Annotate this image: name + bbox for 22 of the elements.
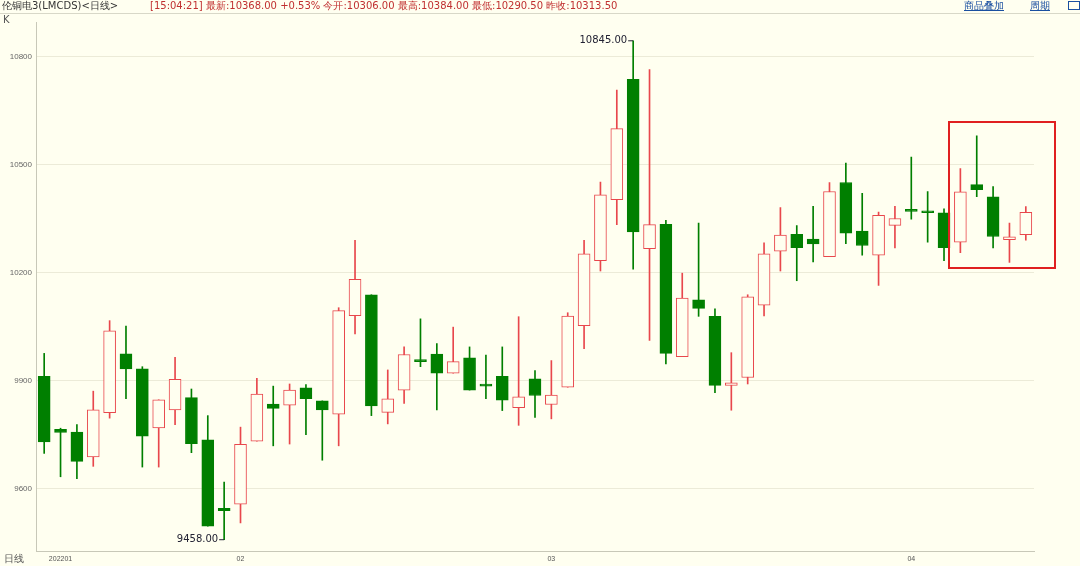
candlestick — [855, 192, 869, 256]
candlestick — [217, 481, 231, 541]
chart-title: 伦铜电3(LMCDS)<日线> — [2, 0, 119, 12]
candlestick — [266, 385, 280, 447]
chart-subtitle: [15:04:21] 最新:10368.00 +0.53% 今开:10306.00 最高:10384.00 最低:10290.50 昨收:10313.50 — [150, 0, 618, 12]
text: 周期 — [1030, 0, 1050, 12]
text: 日线 — [4, 553, 24, 565]
text: 商品叠加 — [964, 0, 1004, 12]
candlestick — [790, 225, 804, 282]
y-tick-label: 9600 — [14, 483, 33, 493]
y-tick-label: 10500 — [9, 160, 33, 170]
candlestick — [119, 325, 133, 400]
y-tick-label: 10800 — [9, 52, 33, 62]
candlestick — [970, 135, 984, 197]
candlestick — [315, 400, 329, 461]
candlestick — [904, 156, 918, 220]
annotation: 9458.00 — [176, 533, 219, 545]
candlestick — [888, 205, 902, 249]
text: K — [3, 14, 10, 26]
y-tick-label: 10200 — [9, 268, 33, 278]
annotation: 10845.00 — [579, 34, 628, 46]
y-tick-label: 9900 — [14, 375, 33, 385]
